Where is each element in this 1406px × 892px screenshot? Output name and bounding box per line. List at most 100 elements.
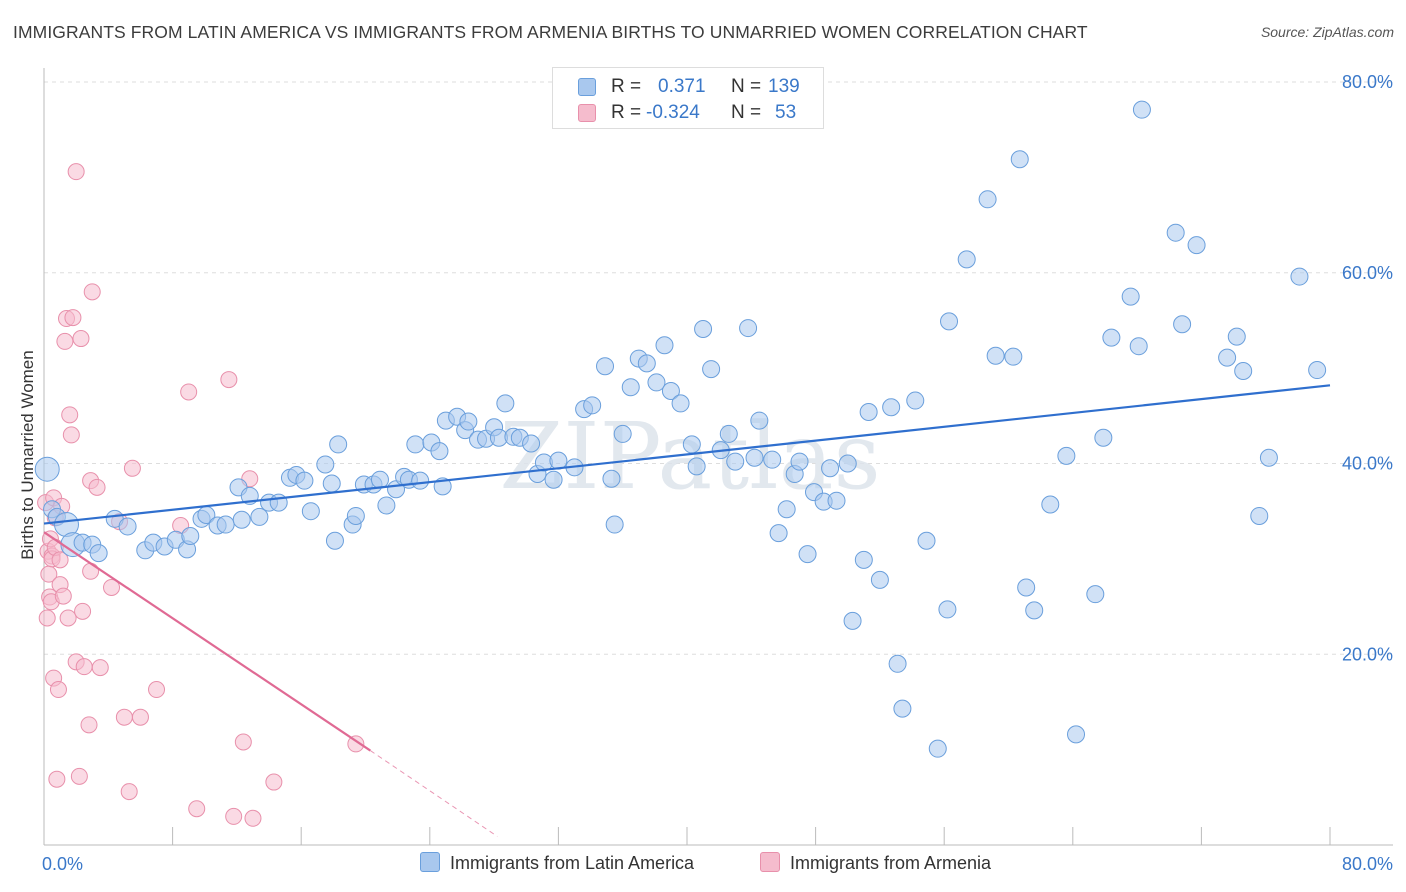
y-tick-label: 20.0% (1342, 644, 1393, 664)
latin-america-point (647, 373, 666, 392)
armenia-point (75, 658, 93, 676)
latin-america-point (726, 452, 745, 471)
armenia-point (49, 681, 67, 699)
armenia-point (103, 578, 121, 596)
legend-row-armenia: R = -0.324 N = 53 (553, 101, 823, 127)
latin-america-point (613, 424, 632, 443)
latin-america-point (216, 515, 235, 534)
latin-america-point (906, 391, 925, 410)
latin-america-point (232, 510, 251, 529)
latin-america-point (1102, 328, 1121, 347)
latin-america-point (655, 336, 674, 355)
latin-america-point (250, 507, 269, 526)
latin-america-point (1166, 223, 1185, 242)
armenia-point (62, 426, 80, 444)
latin-america-point (682, 435, 701, 454)
latin-america-point (687, 457, 706, 476)
armenia-point (234, 733, 252, 751)
armenia-point (74, 602, 92, 620)
latin-america-point (719, 424, 738, 443)
latin-america-point (940, 312, 959, 331)
armenia-point (220, 371, 238, 389)
latin-america-point (1086, 585, 1105, 604)
armenia-point (67, 163, 85, 181)
latin-america-point (739, 319, 758, 338)
latin-america-point (798, 545, 817, 564)
latin-america-point (661, 382, 680, 401)
r-value: -0.324 (646, 102, 700, 123)
n-value: 53 (775, 102, 797, 123)
latin-america-point (544, 470, 563, 489)
n-value: 139 (768, 76, 800, 97)
trend-lines (43, 384, 1331, 837)
latin-america-point (671, 394, 690, 413)
latin-america-point (602, 469, 621, 488)
latin-america-point (1041, 495, 1060, 514)
latin-america-point (838, 454, 857, 473)
latin-america-point (1094, 428, 1113, 447)
latin-america-point (1308, 361, 1327, 380)
armenia-point (70, 767, 88, 785)
armenia-point (91, 659, 109, 677)
latin-america-point (1259, 448, 1278, 467)
x-tick-label: 0.0% (42, 854, 83, 874)
latin-america-point (1173, 315, 1192, 334)
legend-item-latin-america: Immigrants from Latin America (420, 852, 694, 874)
latin-america-point (745, 448, 764, 467)
y-axis-label: Births to Unmarried Women (18, 350, 37, 559)
armenia-point (64, 309, 82, 327)
x-tick-label: 80.0% (1342, 854, 1393, 874)
latin-america-point (301, 502, 320, 521)
latin-america-point (1187, 236, 1206, 255)
latin-america-point (702, 360, 721, 379)
armenia-point (54, 587, 72, 605)
latin-america-point (411, 471, 430, 490)
latin-america-point (917, 531, 936, 550)
latin-america-point (1017, 578, 1036, 597)
legend-label: Immigrants from Latin America (450, 853, 695, 873)
latin-america-point (459, 412, 478, 431)
armenia-point (56, 332, 74, 350)
y-tick-label: 60.0% (1342, 263, 1393, 283)
armenia-point (131, 708, 149, 726)
latin-america-point (694, 320, 713, 339)
latin-america-point (769, 524, 788, 543)
latin-america-point (522, 434, 541, 453)
latin-america-point (329, 435, 348, 454)
latin-america-point (1227, 327, 1246, 346)
latin-america-point (821, 459, 840, 478)
latin-america-point (89, 544, 108, 563)
y-tick-label: 80.0% (1342, 72, 1393, 92)
latin-america-point (496, 394, 515, 413)
armenia-point (115, 708, 133, 726)
latin-america-point (888, 654, 907, 673)
latin-america-point (777, 500, 796, 519)
latin-america-point (605, 515, 624, 534)
latin-america-point (1250, 506, 1269, 525)
latin-america-point (859, 402, 878, 421)
y-tick-label: 40.0% (1342, 454, 1393, 474)
armenia-point (123, 459, 141, 477)
latin-america-point (1067, 725, 1086, 744)
latin-america-point (1290, 267, 1309, 286)
latin-america-point (957, 250, 976, 269)
latin-america-point (928, 739, 947, 758)
latin-america-point (893, 699, 912, 718)
armenia-trend-extension (370, 750, 498, 837)
latin-america-point (370, 470, 389, 489)
latin-america-point (316, 455, 335, 474)
latin-america-point (978, 190, 997, 209)
latin-america-point (621, 378, 640, 397)
armenia-point (83, 283, 101, 301)
latin-america-point (843, 611, 862, 630)
latin-america-point (34, 456, 60, 482)
armenia-point (225, 807, 243, 825)
legend-swatch-pink (578, 104, 596, 122)
armenia-point (188, 800, 206, 818)
latin-america-point (322, 474, 341, 493)
armenia-point (82, 562, 100, 580)
correlation-legend: R = 0.371 N = 139 R = -0.324 N = 53 (552, 67, 824, 129)
latin-america-point (637, 354, 656, 373)
latin-america-point (181, 526, 200, 545)
latin-america-point (986, 346, 1005, 365)
